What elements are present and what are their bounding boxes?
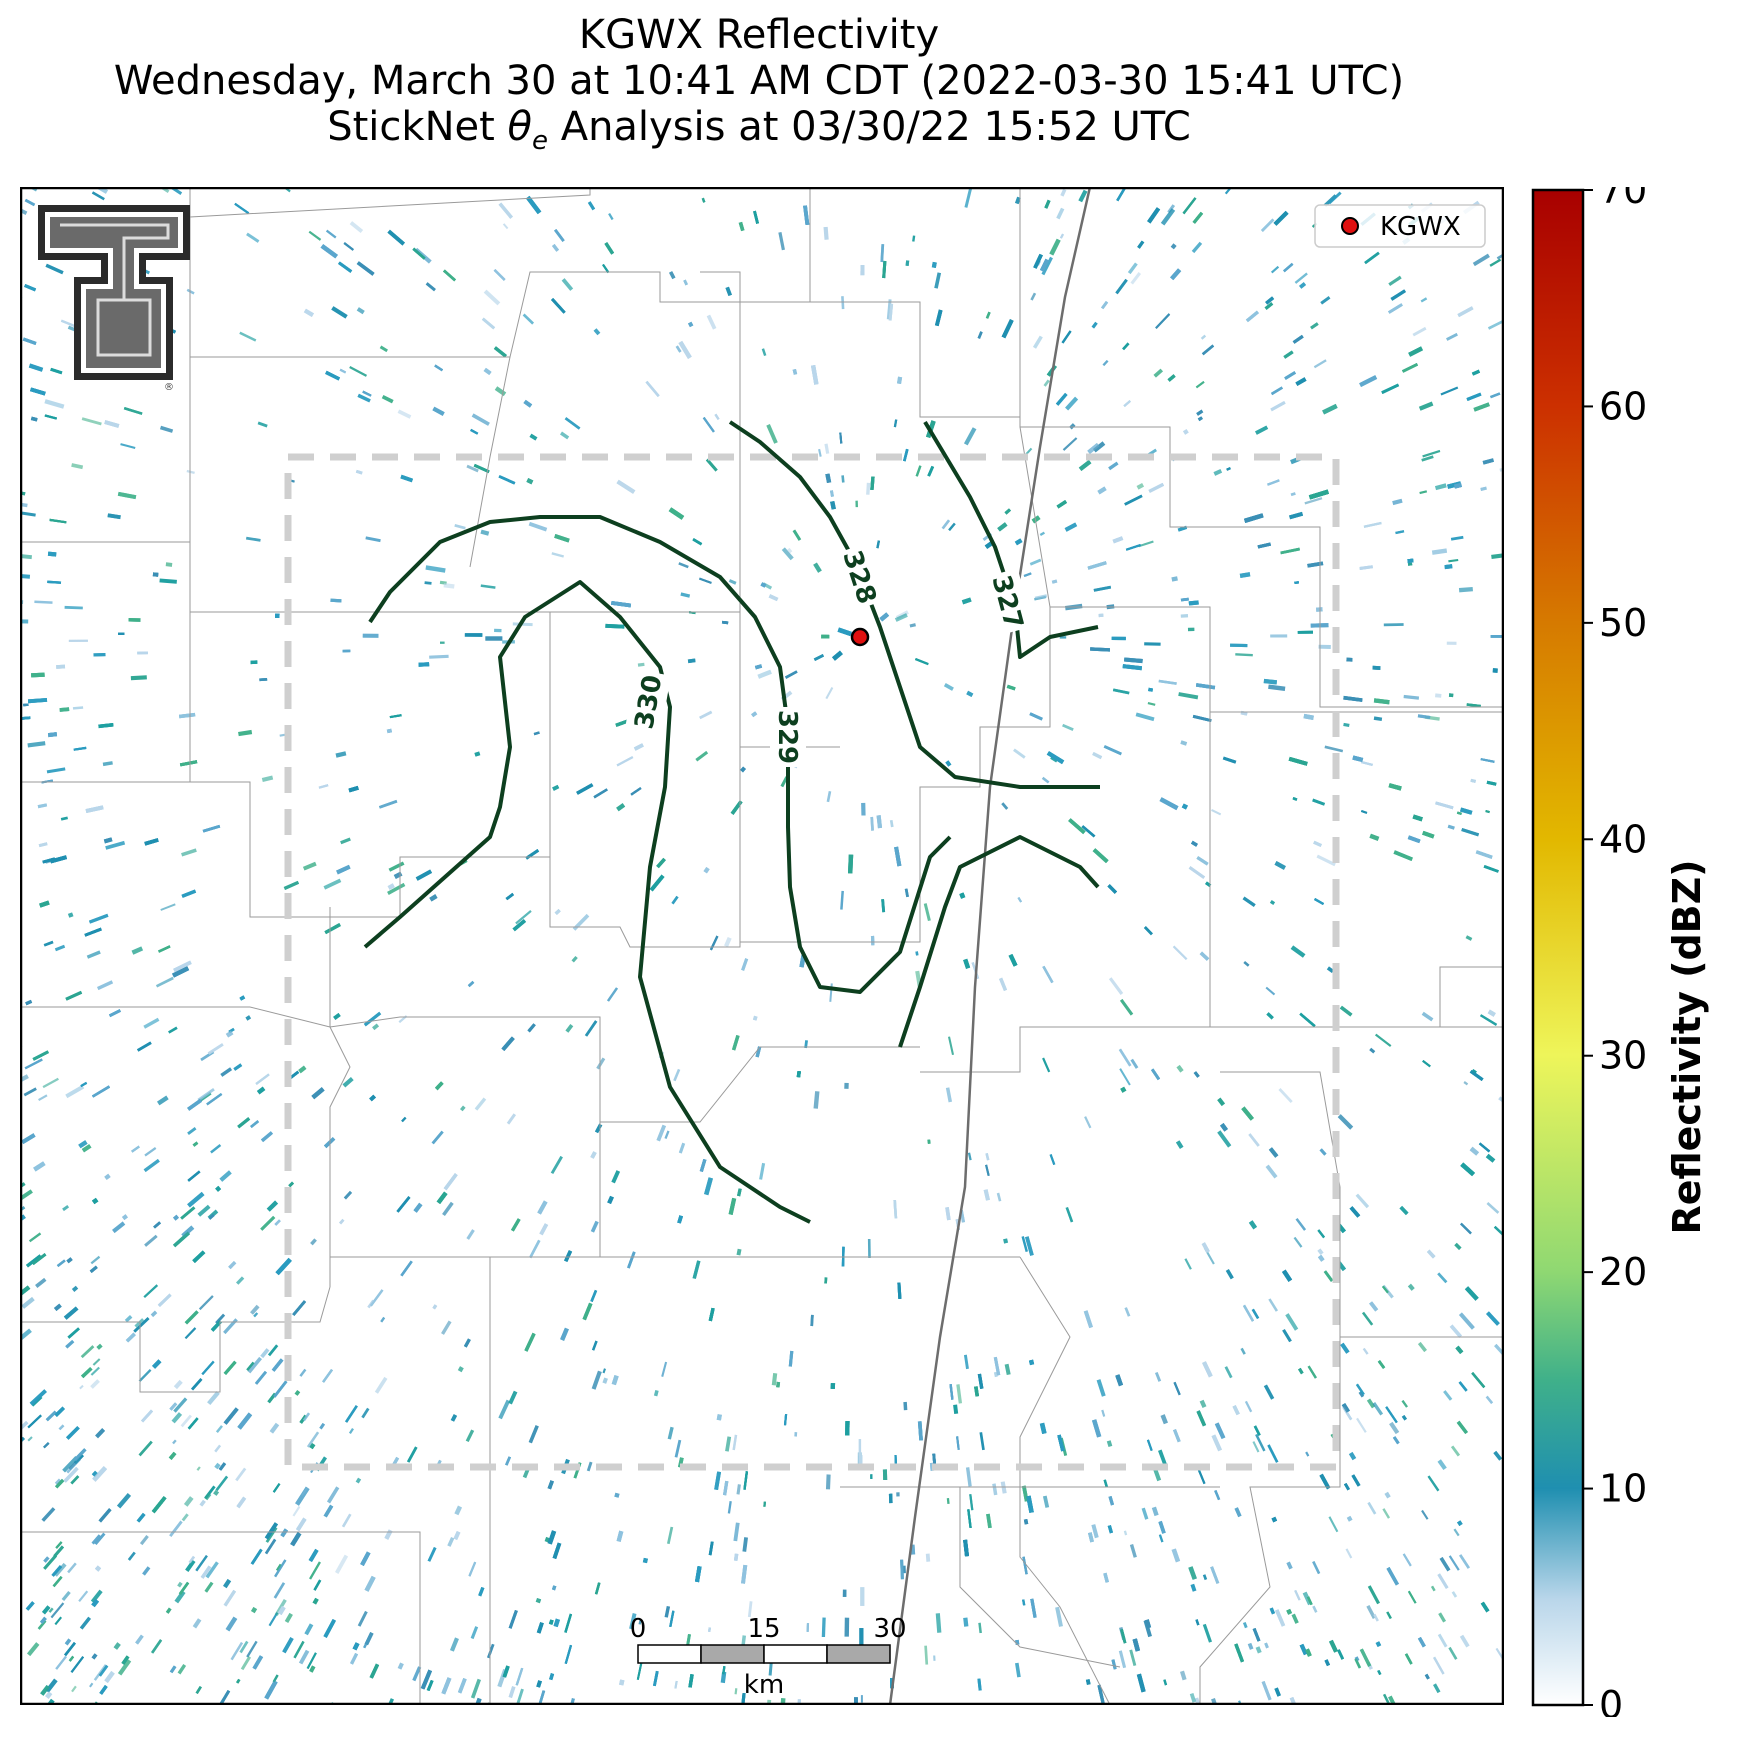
- contour-label-329: 329: [772, 710, 802, 764]
- contour-label-bg: [770, 707, 806, 767]
- county-boundary: [1439, 966, 1504, 1027]
- colorbar-tick-label: 10: [1599, 1467, 1647, 1511]
- county-boundary: [959, 1487, 1121, 1668]
- county-boundary: [920, 712, 1211, 1073]
- colorbar-tick-label: 30: [1599, 1034, 1647, 1078]
- radar-site-marker[interactable]: [850, 627, 870, 647]
- colorbar-gradient: [1531, 188, 1585, 1707]
- county-boundary: [20, 1531, 421, 1705]
- analysis-domain-box: [284, 453, 1340, 1471]
- state-boundary: [888, 187, 1092, 1705]
- county-boundaries: [20, 187, 1504, 1705]
- map-background: [20, 187, 1504, 1705]
- county-boundary: [20, 1286, 331, 1393]
- map-frame: [20, 187, 1504, 1705]
- scale-tick-30: 30: [873, 1614, 906, 1644]
- theta-e-contours: [363, 420, 1100, 1224]
- county-boundary: [1199, 1337, 1341, 1705]
- county-boundary: [1220, 1071, 1504, 1338]
- colorbar-tick-label: 40: [1599, 817, 1647, 861]
- county-boundary: [20, 781, 550, 918]
- colorbar-label: Reflectivity (dBZ): [1665, 859, 1709, 1234]
- contour-label-bg: [833, 542, 887, 612]
- colorbar-tick-label: 50: [1599, 601, 1647, 645]
- contour-329-line: [368, 515, 952, 994]
- title-line-1: KGWX Reflectivity: [578, 12, 940, 58]
- legend-marker: [1341, 217, 1359, 235]
- scale-tick-0: 0: [630, 1614, 647, 1644]
- radar-map[interactable]: 330 329 328 327 KGWX: [20, 187, 1504, 1705]
- scale-bar: 0 15 30 km: [630, 1614, 907, 1700]
- contour-328-line: [728, 420, 1100, 789]
- colorbar-tick-label: 20: [1599, 1250, 1647, 1294]
- legend-label: KGWX: [1380, 212, 1461, 242]
- title-line-2: Wednesday, March 30 at 10:41 AM CDT (202…: [113, 58, 1405, 104]
- contour-label-bg: [625, 669, 671, 735]
- county-boundary: [810, 187, 1021, 418]
- colorbar-tick-label: 70: [1599, 187, 1647, 212]
- contour-326-line: [898, 835, 1100, 1048]
- county-boundary: [549, 612, 840, 948]
- county-boundary: [329, 1122, 601, 1287]
- county-boundary: [329, 907, 351, 1287]
- figure-title: KGWX Reflectivity Wednesday, March 30 at…: [0, 12, 1518, 164]
- county-boundary: [1019, 1256, 1220, 1488]
- scale-tick-15: 15: [747, 1614, 780, 1644]
- contour-330-line: [363, 580, 811, 1224]
- texas-tech-double-t-logo: ®: [38, 205, 190, 393]
- colorbar-tick-label: 60: [1599, 384, 1647, 428]
- svg-text:®: ®: [164, 382, 174, 393]
- county-boundary: [1019, 426, 1504, 713]
- county-boundary: [700, 271, 741, 747]
- colorbar: 0 10 20 30 40 50 60 70 Reflectivity (dBZ): [1531, 187, 1709, 1717]
- colorbar-ticks: 0 10 20 30 40 50 60 70: [1583, 187, 1647, 1717]
- contour-label-bg: [982, 568, 1034, 636]
- county-boundary: [740, 607, 1051, 943]
- colorbar-tick-label: 0: [1599, 1683, 1623, 1717]
- county-boundary: [189, 187, 591, 218]
- scale-unit: km: [744, 1670, 784, 1700]
- county-boundary: [20, 1006, 920, 1123]
- county-boundary: [469, 356, 511, 568]
- title-line-3: StickNet θe Analysis at 03/30/22 15:52 U…: [327, 104, 1191, 156]
- legend: KGWX: [1314, 204, 1486, 248]
